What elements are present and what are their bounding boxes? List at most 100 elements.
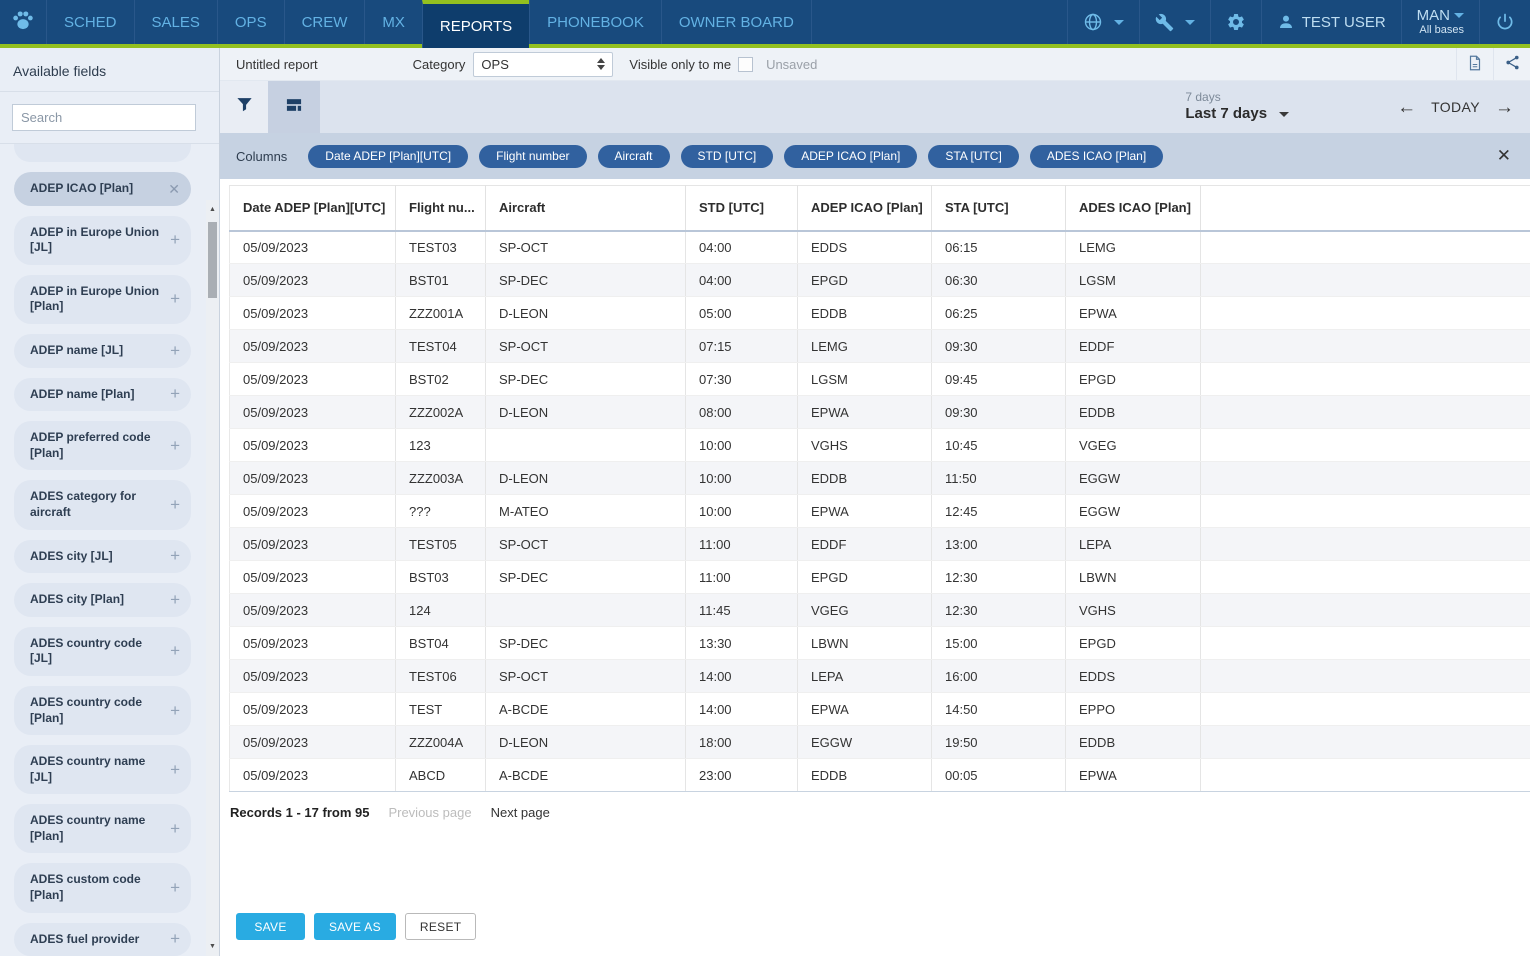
field-label: ADEP in Europe Union [JL] — [30, 225, 159, 255]
scrollbar-thumb[interactable] — [208, 222, 217, 298]
today-button[interactable]: TODAY — [1431, 99, 1480, 115]
field-pill-ades-fuel-provider[interactable]: ADES fuel provider+ — [14, 923, 191, 956]
field-pill-ades-country-code-jl[interactable]: ADES country code [JL]+ — [14, 627, 191, 676]
field-pill-adep-name-jl[interactable]: ADEP name [JL]+ — [14, 334, 191, 368]
column-chip-ades-icao-plan[interactable]: ADES ICAO [Plan] — [1030, 145, 1163, 168]
table-row[interactable]: 05/09/2023ZZZ002AD-LEON08:00EPWA09:30EDD… — [230, 396, 1530, 429]
share-button[interactable] — [1493, 48, 1530, 80]
nav-tab-crew[interactable]: CREW — [284, 0, 365, 44]
table-row[interactable]: 05/09/2023TESTA-BCDE14:00EPWA14:50EPPO — [230, 693, 1530, 726]
column-chip-sta-utc[interactable]: STA [UTC] — [928, 145, 1018, 168]
field-pill-ades-city-jl[interactable]: ADES city [JL]+ — [14, 540, 191, 574]
table-row[interactable]: 05/09/202312411:45VGEG12:30VGHS — [230, 594, 1530, 627]
add-field-icon[interactable]: + — [170, 928, 180, 950]
add-field-icon[interactable]: + — [170, 759, 180, 781]
settings-button[interactable] — [1210, 0, 1261, 44]
user-menu[interactable]: TEST USER — [1261, 0, 1401, 44]
table-row[interactable]: 05/09/2023ABCDA-BCDE23:00EDDB00:05EPWA — [230, 759, 1530, 792]
field-pill-adep-icao-plan[interactable]: ADEP ICAO [Plan]✕ — [14, 172, 191, 206]
arrow-left-icon[interactable]: ← — [1397, 98, 1416, 117]
add-field-icon[interactable]: + — [170, 877, 180, 899]
field-pill-adep-in-europe-union-jl[interactable]: ADEP in Europe Union [JL] + — [14, 216, 191, 265]
field-pill-ades-country-name-plan[interactable]: ADES country name [Plan]+ — [14, 804, 191, 853]
report-table-area: Date ADEP [Plan][UTC]Flight nu...Aircraf… — [220, 179, 1530, 792]
add-field-icon[interactable]: + — [170, 383, 180, 405]
save-as-button[interactable]: SAVE AS — [314, 913, 396, 940]
table-row[interactable]: 05/09/2023BST01SP-DEC04:00EPGD06:30LGSM — [230, 264, 1530, 297]
search-input[interactable] — [12, 104, 196, 131]
column-header-adep-icao-plan[interactable]: ADEP ICAO [Plan] — [798, 186, 932, 231]
visible-only-checkbox[interactable] — [738, 57, 753, 72]
logout-button[interactable] — [1479, 0, 1530, 44]
table-row[interactable]: 05/09/2023TEST04SP-OCT07:15LEMG09:30EDDF — [230, 330, 1530, 363]
column-header-flight-nu[interactable]: Flight nu... — [396, 186, 486, 231]
nav-tab-ops[interactable]: OPS — [217, 0, 284, 44]
save-button[interactable]: SAVE — [236, 913, 305, 940]
field-pill-ades-custom-code-plan[interactable]: ADES custom code [Plan]+ — [14, 863, 191, 912]
tools-menu[interactable] — [1139, 0, 1210, 44]
column-chip-aircraft[interactable]: Aircraft — [598, 145, 670, 168]
field-pill-ades-country-code-plan[interactable]: ADES country code [Plan]+ — [14, 686, 191, 735]
language-menu[interactable] — [1067, 0, 1139, 44]
column-chip-date-adep-plan-utc[interactable]: Date ADEP [Plan][UTC] — [308, 145, 468, 168]
field-pill-adep-preferred-code-plan[interactable]: ADEP preferred code [Plan]+ — [14, 421, 191, 470]
add-field-icon[interactable]: + — [170, 818, 180, 840]
field-pill-partial[interactable] — [14, 144, 191, 162]
columns-button[interactable] — [268, 81, 320, 133]
nav-tab-phonebook[interactable]: PHONEBOOK — [529, 0, 661, 44]
nav-tab-reports[interactable]: REPORTS — [422, 0, 529, 48]
reset-button[interactable]: RESET — [405, 913, 477, 940]
filter-button[interactable] — [220, 81, 268, 133]
export-button[interactable] — [1456, 48, 1493, 80]
add-field-icon[interactable]: + — [170, 589, 180, 611]
table-row[interactable]: 05/09/2023TEST05SP-OCT11:00EDDF13:00LEPA — [230, 528, 1530, 561]
field-pill-adep-in-europe-union-plan[interactable]: ADEP in Europe Union [Plan]+ — [14, 275, 191, 324]
close-icon[interactable]: ✕ — [1494, 146, 1514, 166]
arrow-right-icon[interactable]: → — [1495, 98, 1514, 117]
base-selector[interactable]: MAN All bases — [1401, 0, 1479, 44]
category-select[interactable]: OPS — [473, 52, 613, 77]
scroll-up-icon[interactable]: ▲ — [206, 202, 219, 217]
add-field-icon[interactable]: + — [170, 494, 180, 516]
table-row[interactable]: 05/09/2023BST03SP-DEC11:00EPGD12:30LBWN — [230, 561, 1530, 594]
column-chip-std-utc[interactable]: STD [UTC] — [681, 145, 774, 168]
table-row[interactable]: 05/09/2023TEST06SP-OCT14:00LEPA16:00EDDS — [230, 660, 1530, 693]
field-pill-ades-city-plan[interactable]: ADES city [Plan]+ — [14, 583, 191, 617]
column-chip-flight-number[interactable]: Flight number — [479, 145, 586, 168]
nav-tab-sched[interactable]: SCHED — [46, 0, 134, 44]
add-field-icon[interactable]: + — [170, 545, 180, 567]
remove-field-icon[interactable]: ✕ — [168, 180, 180, 198]
table-row[interactable]: 05/09/2023ZZZ004AD-LEON18:00EGGW19:50EDD… — [230, 726, 1530, 759]
add-field-icon[interactable]: + — [170, 229, 180, 251]
column-chip-adep-icao-plan[interactable]: ADEP ICAO [Plan] — [784, 145, 917, 168]
table-row[interactable]: 05/09/2023BST02SP-DEC07:30LGSM09:45EPGD — [230, 363, 1530, 396]
nav-tab-owner-board[interactable]: OWNER BOARD — [661, 0, 812, 44]
column-header-aircraft[interactable]: Aircraft — [486, 186, 686, 231]
nav-tab-sales[interactable]: SALES — [134, 0, 217, 44]
field-pill-adep-name-plan[interactable]: ADEP name [Plan]+ — [14, 378, 191, 412]
date-range-dropdown[interactable]: 7 days Last 7 days — [1185, 90, 1289, 124]
app-logo[interactable] — [0, 0, 46, 44]
field-pill-ades-category-for-aircraft[interactable]: ADES category for aircraft+ — [14, 480, 191, 529]
column-header-std-utc[interactable]: STD [UTC] — [686, 186, 798, 231]
table-row[interactable]: 05/09/2023ZZZ001AD-LEON05:00EDDB06:25EPW… — [230, 297, 1530, 330]
table-row[interactable]: 05/09/202312310:00VGHS10:45VGEG — [230, 429, 1530, 462]
sidebar-scrollbar[interactable]: ▲ ▼ — [206, 200, 219, 956]
table-row[interactable]: 05/09/2023ZZZ003AD-LEON10:00EDDB11:50EGG… — [230, 462, 1530, 495]
add-field-icon[interactable]: + — [170, 435, 180, 457]
table-row[interactable]: 05/09/2023TEST03SP-OCT04:00EDDS06:15LEMG — [230, 231, 1530, 264]
field-pill-ades-country-name-jl[interactable]: ADES country name [JL]+ — [14, 745, 191, 794]
table-row[interactable]: 05/09/2023BST04SP-DEC13:30LBWN15:00EPGD — [230, 627, 1530, 660]
nav-tab-mx[interactable]: MX — [364, 0, 422, 44]
column-header-sta-utc[interactable]: STA [UTC] — [932, 186, 1066, 231]
column-header-date-adep-plan-utc[interactable]: Date ADEP [Plan][UTC] — [230, 186, 396, 231]
add-field-icon[interactable]: + — [170, 288, 180, 310]
next-page-link[interactable]: Next page — [491, 805, 550, 820]
scroll-down-icon[interactable]: ▼ — [206, 939, 219, 954]
add-field-icon[interactable]: + — [170, 699, 180, 721]
add-field-icon[interactable]: + — [170, 640, 180, 662]
table-cell: 06:25 — [932, 297, 1066, 330]
table-row[interactable]: 05/09/2023???M-ATEO10:00EPWA12:45EGGW — [230, 495, 1530, 528]
add-field-icon[interactable]: + — [170, 340, 180, 362]
column-header-ades-icao-plan[interactable]: ADES ICAO [Plan] — [1066, 186, 1201, 231]
